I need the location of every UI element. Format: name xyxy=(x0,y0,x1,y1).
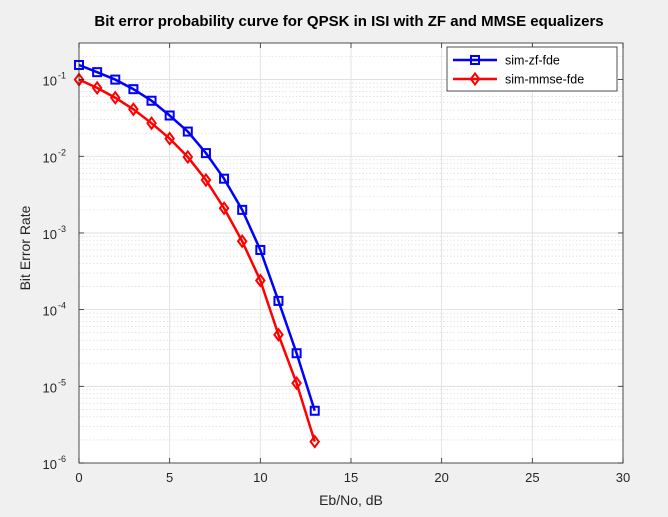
data-point xyxy=(110,74,121,85)
y-tick-label: 10 xyxy=(43,457,57,472)
data-point xyxy=(164,110,175,121)
x-tick-label: 5 xyxy=(166,470,173,485)
y-tick-label: 10 xyxy=(43,304,57,319)
data-point xyxy=(146,95,157,106)
data-point xyxy=(255,244,266,255)
y-tick-exponent: -6 xyxy=(58,454,66,464)
data-point xyxy=(237,204,248,215)
x-tick-label: 25 xyxy=(525,470,539,485)
data-point xyxy=(254,273,266,288)
series-layer xyxy=(73,59,321,449)
legend-item: sim-mmse-fde xyxy=(453,71,584,87)
y-tick-exponent: -2 xyxy=(58,147,66,157)
x-tick-label: 15 xyxy=(344,470,358,485)
data-point xyxy=(92,67,103,78)
data-point xyxy=(219,173,230,184)
series-sim-zf-fde xyxy=(74,59,320,416)
y-tick-exponent: -1 xyxy=(58,71,66,81)
y-tick-exponent: -3 xyxy=(58,224,66,234)
legend-label: sim-mmse-fde xyxy=(505,73,584,87)
x-tick-label: 20 xyxy=(434,470,448,485)
data-point xyxy=(182,149,194,165)
data-point xyxy=(218,201,230,216)
data-point xyxy=(200,148,211,159)
legend-item: sim-zf-fde xyxy=(453,54,560,68)
data-point xyxy=(273,295,284,306)
data-point xyxy=(309,434,321,449)
data-point xyxy=(128,84,139,95)
data-point xyxy=(182,126,193,137)
data-point xyxy=(291,375,302,391)
y-tick-label: 10 xyxy=(43,150,57,165)
data-point xyxy=(469,71,481,87)
data-point xyxy=(470,55,480,65)
y-tick-label: 10 xyxy=(43,74,57,89)
legend: sim-zf-fde sim-mmse-fde xyxy=(446,46,618,92)
x-tick-label: 10 xyxy=(253,470,267,485)
data-point xyxy=(200,172,212,188)
legend-label: sim-zf-fde xyxy=(505,54,560,68)
y-tick-label: 10 xyxy=(43,227,57,242)
data-point xyxy=(273,327,284,342)
data-point xyxy=(291,348,302,359)
x-axis-label: Eb/No, dB xyxy=(319,492,383,508)
series-sim-mmse-fde xyxy=(73,72,321,449)
data-point xyxy=(146,116,157,131)
data-point xyxy=(128,102,139,117)
x-tick-label: 30 xyxy=(616,470,630,485)
x-tick-label: 0 xyxy=(75,470,82,485)
data-point xyxy=(309,405,320,416)
y-tick-exponent: -5 xyxy=(58,377,66,387)
data-point xyxy=(109,90,121,105)
y-tick-label: 10 xyxy=(43,380,57,395)
data-point xyxy=(91,80,103,96)
chart-title: Bit error probability curve for QPSK in … xyxy=(94,13,603,30)
data-point xyxy=(236,234,248,249)
legend-box xyxy=(446,46,618,92)
y-tick-exponent: -4 xyxy=(58,301,66,311)
data-point xyxy=(164,131,176,146)
y-axis-label: Bit Error Rate xyxy=(17,205,33,290)
